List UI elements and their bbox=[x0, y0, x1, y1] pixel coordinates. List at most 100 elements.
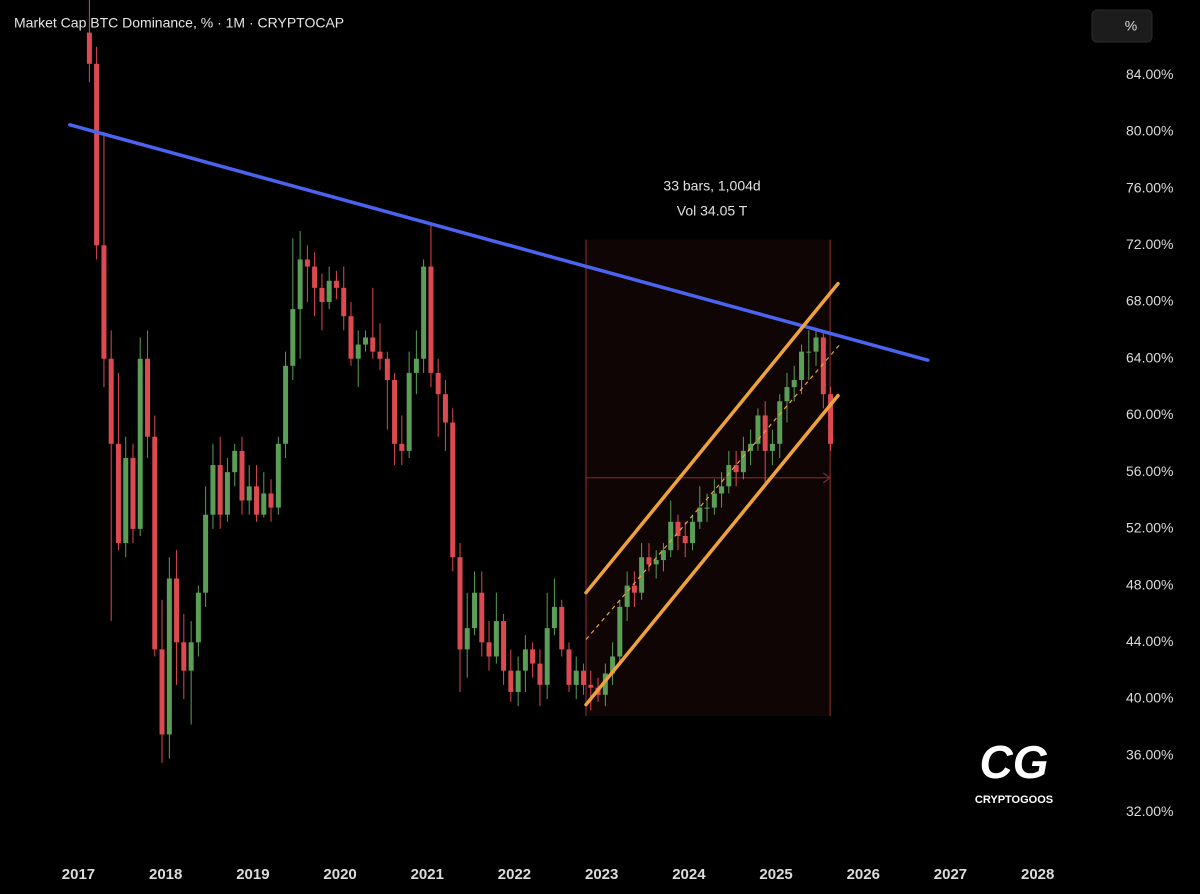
candle-body bbox=[617, 606, 623, 657]
candle-body bbox=[813, 337, 819, 352]
chart-title: Market Cap BTC Dominance, % · 1M · CRYPT… bbox=[14, 15, 344, 31]
candle-body bbox=[188, 642, 194, 671]
y-tick-label: 32.00% bbox=[1126, 803, 1173, 819]
candle-body bbox=[326, 280, 332, 303]
candle-body bbox=[508, 670, 514, 692]
candle-body bbox=[275, 443, 281, 508]
candle-body bbox=[145, 358, 151, 437]
trendline bbox=[68, 123, 930, 362]
candle-body bbox=[312, 266, 318, 288]
candle-body bbox=[232, 450, 238, 473]
candle-body bbox=[115, 443, 121, 544]
candle-body bbox=[537, 663, 543, 685]
candle-body bbox=[486, 642, 492, 657]
y-tick-label: 44.00% bbox=[1126, 633, 1173, 649]
candle-body bbox=[559, 606, 565, 650]
candle-body bbox=[544, 628, 550, 685]
x-tick-label: 2025 bbox=[759, 866, 792, 883]
x-tick-label: 2022 bbox=[498, 866, 531, 883]
candle-body bbox=[86, 32, 92, 64]
candle-body bbox=[668, 521, 674, 551]
candle-body bbox=[399, 443, 405, 451]
candle-body bbox=[820, 337, 826, 395]
y-tick-label: 36.00% bbox=[1126, 746, 1173, 762]
candle-body bbox=[639, 557, 645, 593]
candle-body bbox=[515, 670, 521, 692]
candle-body bbox=[355, 344, 361, 359]
candle-body bbox=[137, 358, 143, 529]
candle-body bbox=[450, 422, 456, 558]
candle-body bbox=[624, 585, 630, 607]
candle-body bbox=[254, 486, 260, 515]
candle-body bbox=[333, 280, 339, 288]
candle-body bbox=[108, 358, 114, 444]
x-tick-label: 2018 bbox=[149, 866, 182, 883]
candle-body bbox=[384, 358, 390, 380]
scale-button[interactable] bbox=[1091, 9, 1153, 43]
x-tick-label: 2026 bbox=[847, 866, 880, 883]
candle-body bbox=[268, 493, 274, 508]
candle-body bbox=[246, 486, 252, 501]
measure-arrow-head bbox=[822, 472, 832, 484]
logo-name: CRYPTOGOOS bbox=[975, 794, 1053, 806]
candle-body bbox=[704, 507, 710, 509]
candle-body bbox=[690, 521, 696, 544]
candle-body bbox=[261, 493, 267, 515]
y-tick-label: 72.00% bbox=[1126, 236, 1173, 252]
candle-body bbox=[435, 372, 441, 395]
x-tick-label: 2023 bbox=[585, 866, 618, 883]
candle-body bbox=[319, 287, 325, 303]
candle-body bbox=[421, 266, 427, 359]
candle-body bbox=[166, 578, 172, 735]
y-tick-label: 68.00% bbox=[1126, 293, 1173, 309]
candle-body bbox=[697, 507, 703, 522]
y-tick-label: 52.00% bbox=[1126, 520, 1173, 536]
candle-body bbox=[348, 316, 354, 359]
candle-body bbox=[370, 337, 376, 352]
candle-body bbox=[675, 521, 681, 536]
candle-body bbox=[239, 450, 245, 501]
candle-body bbox=[769, 443, 775, 451]
y-tick-label: 60.00% bbox=[1126, 406, 1173, 422]
candle-body bbox=[479, 592, 485, 643]
candle-body bbox=[711, 493, 717, 508]
candle-body bbox=[94, 63, 100, 246]
candle-body bbox=[799, 351, 805, 380]
candle-body bbox=[733, 465, 739, 473]
scale-button-label[interactable]: % bbox=[1125, 18, 1137, 34]
candle-body bbox=[828, 394, 834, 444]
candle-body bbox=[581, 670, 587, 685]
candle-body bbox=[493, 621, 499, 657]
y-tick-label: 40.00% bbox=[1126, 690, 1173, 706]
candle-body bbox=[181, 642, 187, 671]
candle-body bbox=[660, 550, 666, 561]
y-tick-label: 80.00% bbox=[1126, 123, 1173, 139]
x-tick-label: 2028 bbox=[1021, 866, 1054, 883]
candle-body bbox=[392, 380, 398, 444]
y-tick-label: 64.00% bbox=[1126, 349, 1173, 365]
channel-midline bbox=[585, 344, 841, 640]
x-tick-label: 2024 bbox=[672, 866, 706, 883]
x-tick-label: 2019 bbox=[236, 866, 269, 883]
candle-body bbox=[159, 649, 165, 735]
candle-body bbox=[530, 649, 536, 664]
candle-body bbox=[472, 592, 478, 629]
candle-body bbox=[341, 287, 347, 317]
candle-body bbox=[210, 465, 216, 515]
candle-body bbox=[631, 585, 637, 593]
candle-body bbox=[682, 535, 688, 544]
candle-body bbox=[566, 649, 572, 685]
candle-body bbox=[501, 621, 507, 671]
candle-body bbox=[791, 380, 797, 388]
candle-body bbox=[784, 387, 790, 402]
candle-body bbox=[428, 266, 434, 373]
candle-body bbox=[762, 415, 768, 451]
y-tick-label: 48.00% bbox=[1126, 576, 1173, 592]
y-tick-label: 84.00% bbox=[1126, 66, 1173, 82]
candle-body bbox=[777, 401, 783, 444]
candle-body bbox=[152, 436, 158, 650]
candle-body bbox=[551, 606, 557, 629]
candle-body bbox=[464, 628, 470, 650]
measure-volume: Vol 34.05 T bbox=[677, 203, 748, 219]
